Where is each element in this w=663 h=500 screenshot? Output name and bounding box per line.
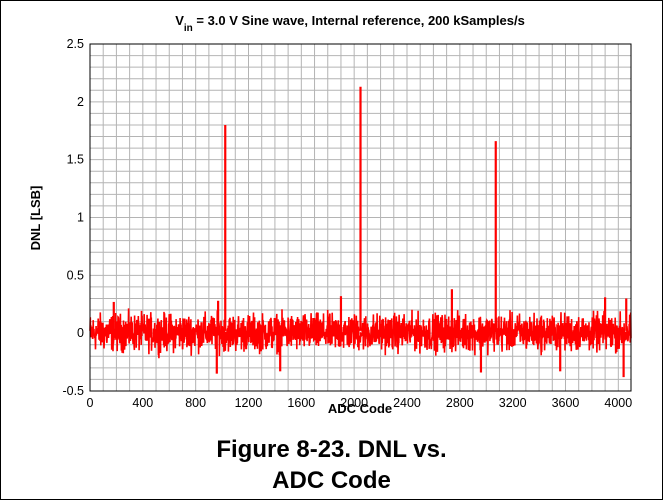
chart-title-subscript: in — [184, 23, 193, 34]
figure-caption-line-1: Figure 8-23. DNL vs. — [216, 436, 447, 463]
x-tick-label: 400 — [132, 396, 153, 410]
y-axis-label: DNL [LSB] — [28, 186, 43, 251]
x-tick-label: 2800 — [446, 396, 474, 410]
x-tick-label: 800 — [185, 396, 206, 410]
x-tick-label: 1200 — [235, 396, 263, 410]
chart-title-prefix: V — [175, 13, 184, 28]
figure-caption-line-2: ADC Code — [272, 467, 391, 494]
y-tick-label: 2 — [77, 95, 84, 109]
y-tick-label: 1 — [77, 211, 84, 225]
x-tick-label: 2400 — [393, 396, 421, 410]
x-tick-label: 4000 — [604, 396, 632, 410]
y-tick-label: 0.5 — [67, 268, 84, 282]
x-tick-label: 3600 — [552, 396, 580, 410]
y-tick-label: -0.5 — [62, 384, 84, 398]
chart-title: Vin = 3.0 V Sine wave, Internal referenc… — [175, 13, 525, 34]
series-dnl — [89, 86, 632, 378]
axis-ticks: 0 400 800 1200 1600 2000 2400 2800 3200 3600 4000 -… — [62, 37, 632, 410]
y-tick-label: 1.5 — [67, 153, 84, 167]
x-tick-label: 1600 — [287, 396, 315, 410]
dnl-trace — [89, 308, 632, 359]
x-axis-label: ADC Code — [328, 401, 392, 416]
x-tick-label: 2000 — [340, 396, 368, 410]
y-tick-label: 2.5 — [67, 37, 84, 51]
x-tick-label: 3200 — [499, 396, 527, 410]
chart-title-rest: = 3.0 V Sine wave, Internal reference, 2… — [193, 13, 525, 28]
plot-area-border — [89, 43, 632, 392]
y-tick-label: 0 — [77, 326, 84, 340]
x-tick-label: 0 — [87, 396, 94, 410]
